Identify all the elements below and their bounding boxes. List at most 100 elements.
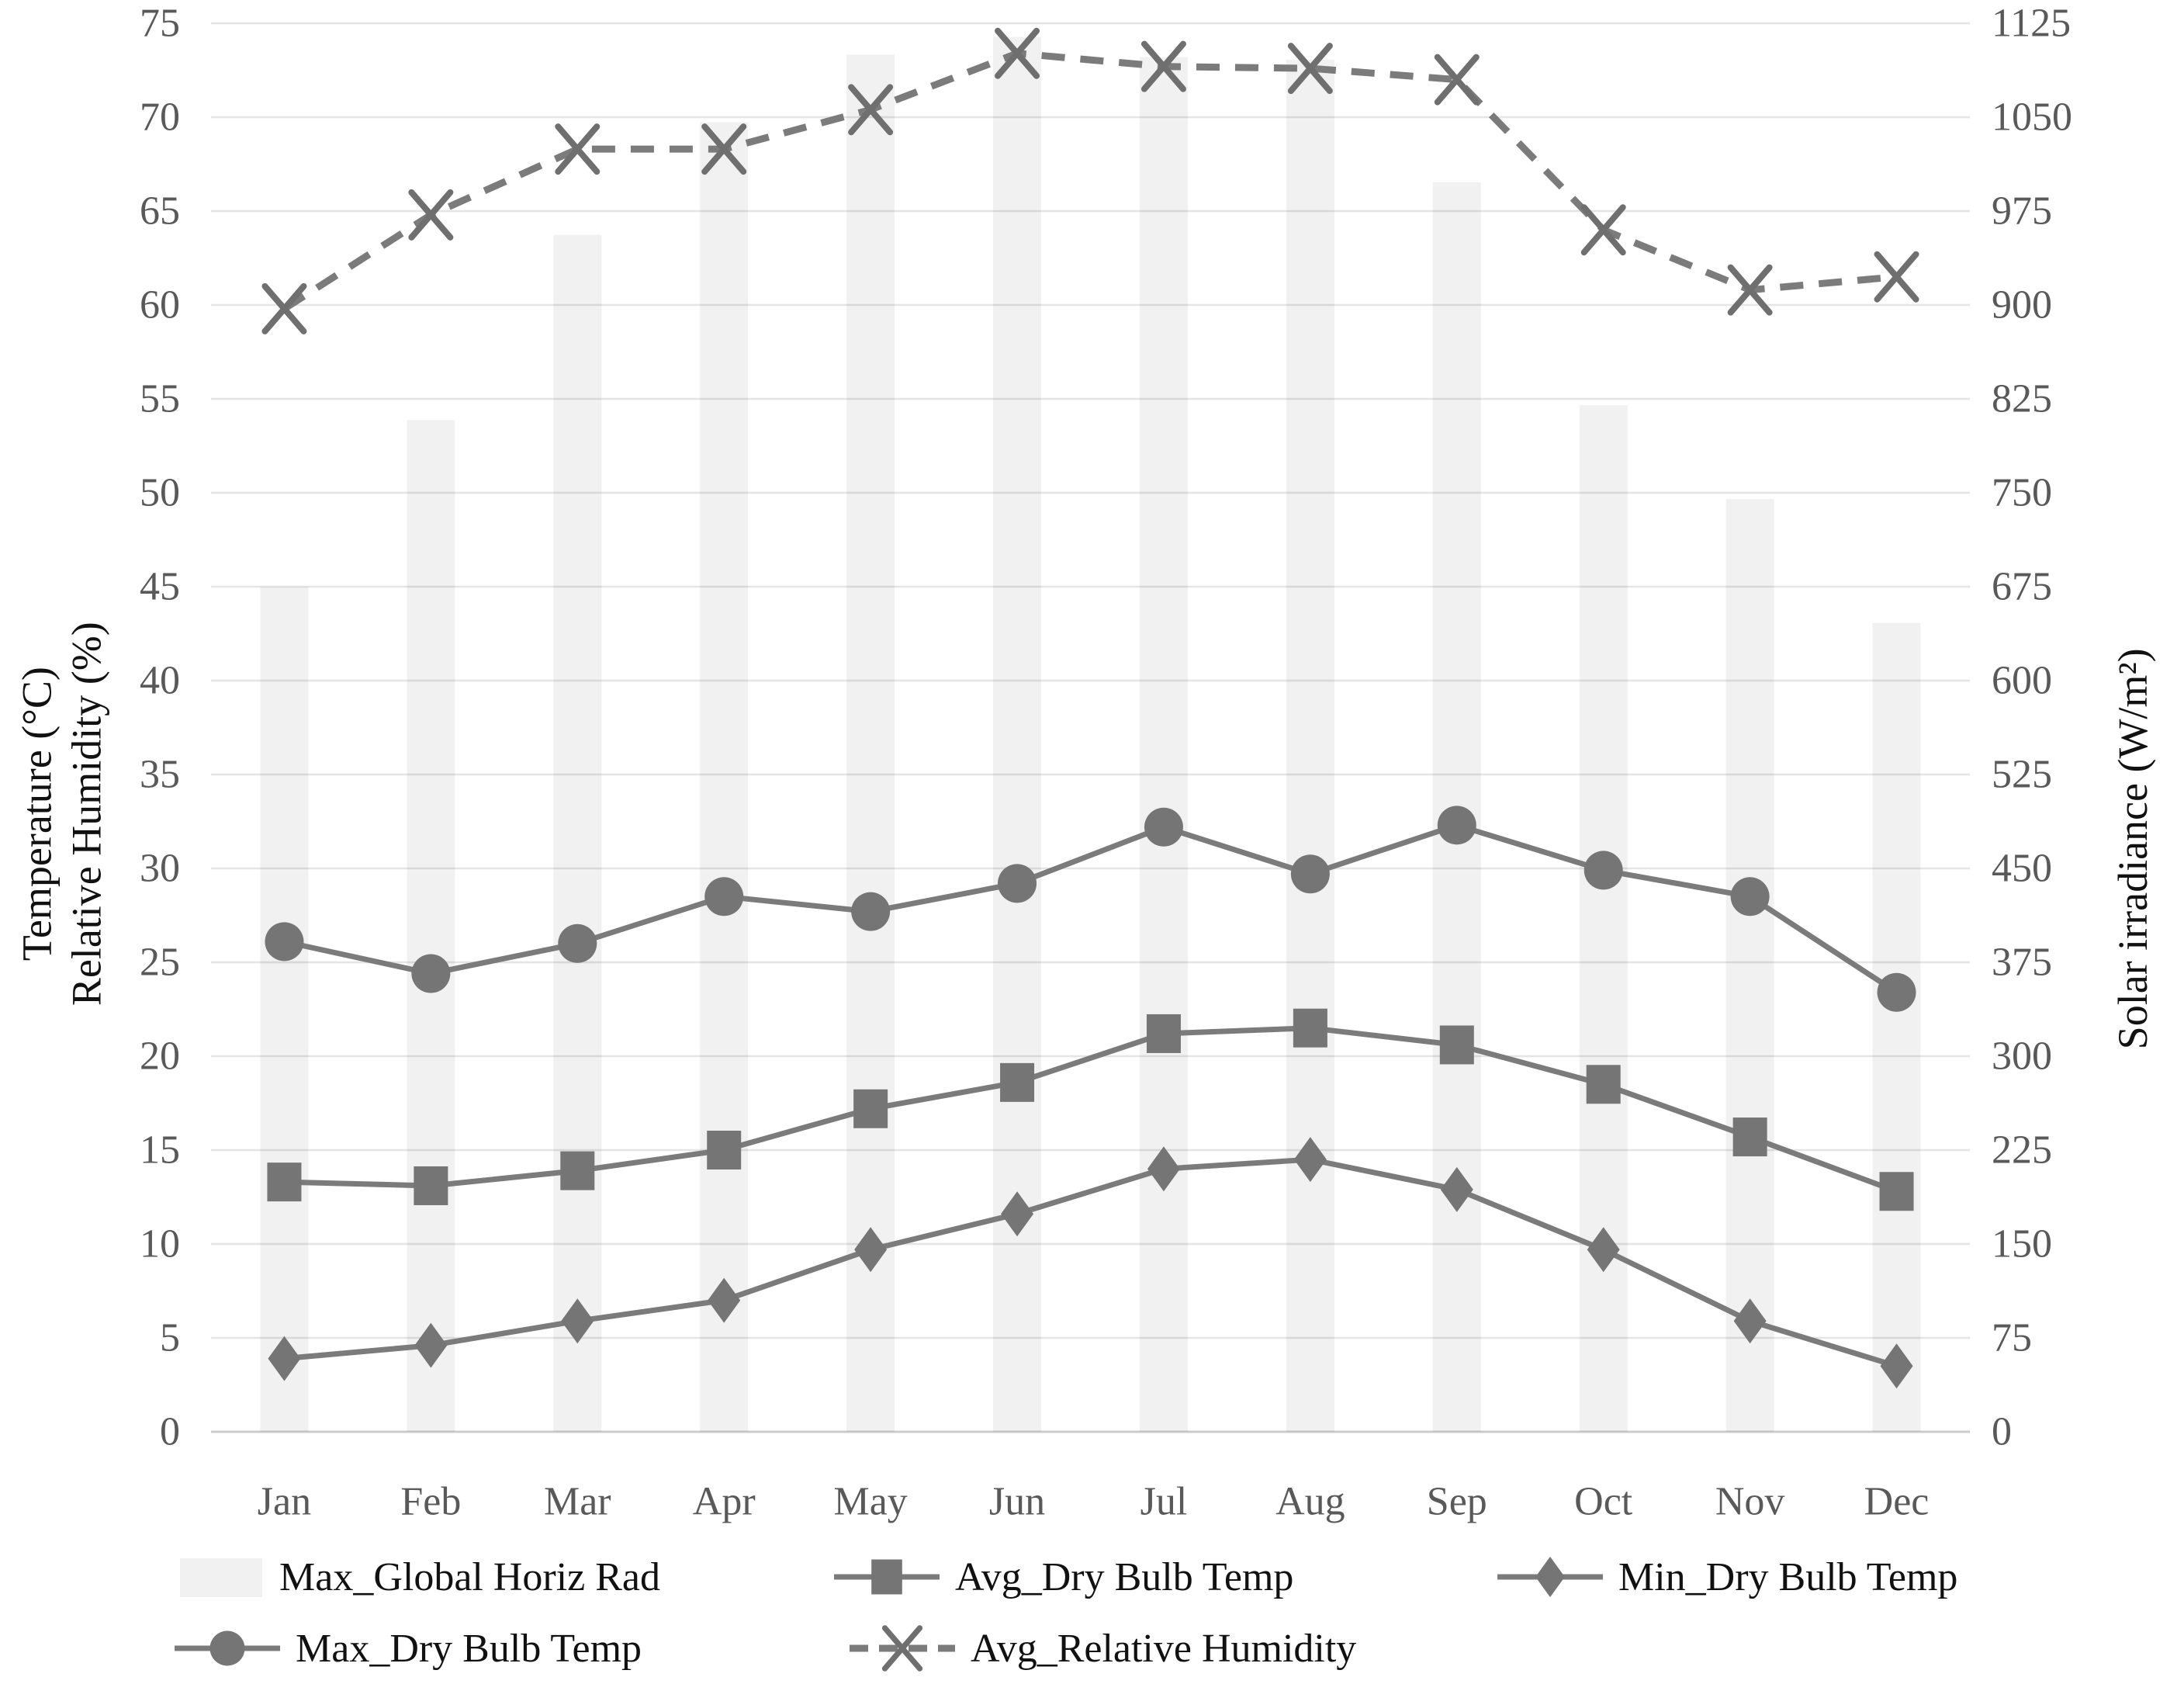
diamond-marker (1147, 1146, 1180, 1192)
left-axis-tick-label: 10 (140, 1222, 180, 1266)
series-max-dry-bulb-temp (265, 806, 1916, 1012)
x-marker (881, 1625, 923, 1672)
right-axis-tick-labels: 0 75 150 225 300 375 450 525 600 675 750 825 900 975 1… (1992, 2, 2072, 1454)
legend-item-max-global-horiz-rad: Max_Global Horiz Rad (178, 1552, 660, 1602)
diamond-marker (1001, 1191, 1034, 1237)
diamond-marker (1293, 1137, 1327, 1183)
bar-dec (1872, 622, 1921, 1433)
x-marker (555, 123, 601, 175)
series-max-global-horiz-rad (260, 36, 1921, 1433)
left-axis-title-line2: Relative Humidity (%) (63, 622, 109, 1007)
x-marker (995, 27, 1040, 79)
legend-label: Min_Dry Bulb Temp (1618, 1554, 1958, 1599)
circle-marker (851, 892, 891, 931)
square-marker (1000, 1062, 1035, 1102)
legend-item-min-dry-bulb-temp: Min_Dry Bulb Temp (1497, 1552, 1957, 1602)
square-marker (1146, 1014, 1181, 1053)
month-label-sep: Sep (1427, 1480, 1487, 1524)
x-marker (1580, 204, 1626, 256)
x-marker (1727, 264, 1773, 316)
diamond-marker (708, 1277, 741, 1323)
left-axis-tick-label: 15 (140, 1128, 180, 1173)
legend-label: Max_Global Horiz Rad (279, 1554, 661, 1599)
right-axis-tick-label: 450 (1992, 847, 2052, 891)
diamond-marker (268, 1336, 301, 1381)
square-marker (1586, 1065, 1621, 1104)
square-marker (707, 1131, 742, 1169)
diamond-marker (414, 1322, 448, 1368)
x-marker (701, 123, 747, 175)
right-axis-tick-label: 375 (1992, 941, 2052, 985)
left-axis-tick-label: 50 (140, 471, 180, 515)
square-marker (1732, 1117, 1767, 1157)
month-label-dec: Dec (1864, 1480, 1930, 1524)
bar-oct (1579, 405, 1628, 1432)
month-label-may: May (833, 1480, 907, 1524)
legend-key-swatch (180, 1558, 262, 1597)
diamond-marker (1587, 1227, 1620, 1273)
bar-aug (1286, 59, 1334, 1433)
right-axis-tick-label: 300 (1992, 1034, 2052, 1079)
diamond-marker (1733, 1298, 1767, 1344)
bar-jan (260, 587, 309, 1432)
circle-marker (1583, 851, 1623, 890)
x-marker (1434, 54, 1480, 106)
right-axis-tick-label: 975 (1992, 189, 2052, 234)
legend-item-avg-relative-humidity: Avg_Relative Humidity (850, 1623, 1356, 1673)
circle-marker (1730, 877, 1770, 916)
diamond-marker (854, 1227, 888, 1273)
series-line (284, 1156, 1898, 1369)
left-axis-title: Temperature (°C) Relative Humidity (%) (12, 77, 111, 1551)
left-axis-title-line1: Temperature (°C) (13, 667, 61, 962)
left-axis-tick-label: 5 (160, 1316, 180, 1360)
month-label-jan: Jan (258, 1480, 311, 1524)
month-label-nov: Nov (1715, 1480, 1785, 1524)
diamond-marker (561, 1298, 594, 1344)
bar-may (846, 54, 895, 1432)
left-axis-tick-label: 20 (140, 1034, 180, 1079)
right-axis-tick-label: 900 (1992, 283, 2052, 327)
circle-marker (411, 954, 451, 993)
series-min-dry-bulb-temp (268, 1137, 1913, 1389)
right-axis-tick-label: 225 (1992, 1128, 2052, 1173)
legend-key-circle (175, 1630, 280, 1666)
square-marker (1439, 1025, 1474, 1065)
x-marker (1287, 43, 1333, 95)
x-marker (408, 189, 454, 241)
right-axis-tick-label: 525 (1992, 753, 2052, 797)
x-marker (1140, 40, 1186, 92)
series-line (282, 50, 1897, 312)
month-label-oct: Oct (1574, 1480, 1633, 1524)
square-marker (1293, 1008, 1327, 1048)
left-axis-tick-label: 30 (140, 847, 180, 891)
legend-item-avg-dry-bulb-temp: Avg_Dry Bulb Temp (834, 1552, 1293, 1602)
left-axis-tick-label: 70 (140, 95, 180, 140)
circle-marker (1877, 972, 1916, 1012)
right-axis-title-text: Solar irradiance (W/m²) (2110, 648, 2157, 1050)
month-label-mar: Mar (544, 1480, 611, 1524)
left-axis-tick-label: 65 (140, 189, 180, 234)
diamond-marker (1880, 1343, 1913, 1389)
circle-marker (1144, 807, 1183, 847)
right-axis-tick-label: 0 (1992, 1410, 2012, 1454)
bar-mar (553, 234, 602, 1432)
legend-key-diamond (1497, 1556, 1603, 1598)
month-label-apr: Apr (693, 1480, 756, 1524)
right-axis-tick-label: 750 (1992, 471, 2052, 515)
series-line (284, 1025, 1898, 1194)
diamond-marker (1535, 1556, 1565, 1598)
circle-marker (1437, 806, 1476, 845)
month-label-jul: Jul (1140, 1480, 1188, 1524)
right-axis-tick-label: 1050 (1992, 95, 2072, 140)
left-axis-tick-label: 35 (140, 753, 180, 797)
right-axis-title: Solar irradiance (W/m²) (2109, 414, 2158, 1284)
month-label-feb: Feb (400, 1480, 461, 1524)
x-marker (1874, 251, 1919, 303)
month-label-jun: Jun (989, 1480, 1045, 1524)
circle-marker (998, 864, 1037, 903)
right-axis-tick-label: 825 (1992, 377, 2052, 421)
series-avg-dry-bulb-temp (267, 1008, 1914, 1211)
circle-marker (558, 923, 597, 963)
